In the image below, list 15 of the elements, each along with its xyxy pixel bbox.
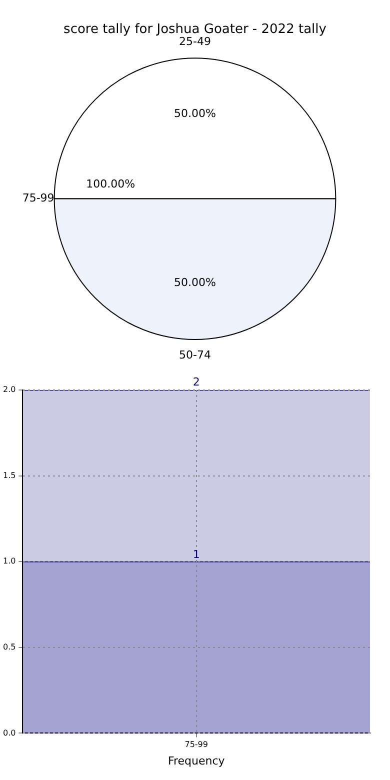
data-label: 50.00% [174, 107, 216, 120]
y-tick-label: 0.0 [2, 728, 16, 738]
data-label: 1 [192, 548, 200, 561]
y-tick-label: 2.0 [2, 385, 16, 394]
y-tick-label: 1.0 [2, 556, 16, 566]
data-label: 50.00% [174, 276, 216, 290]
slice-label: 25-49 [179, 34, 211, 48]
y-tick-label: 1.5 [2, 470, 16, 480]
chart-title: score tally for Joshua Goater - 2022 tally [64, 22, 327, 38]
slice-label: 50-74 [179, 348, 211, 362]
category-label: 75-99 [22, 192, 54, 205]
text: 100.00% [86, 178, 136, 191]
x-axis-title: Frequency [168, 754, 226, 768]
y-tick-label: 0.5 [2, 642, 16, 652]
total-label: 2 [192, 375, 200, 388]
